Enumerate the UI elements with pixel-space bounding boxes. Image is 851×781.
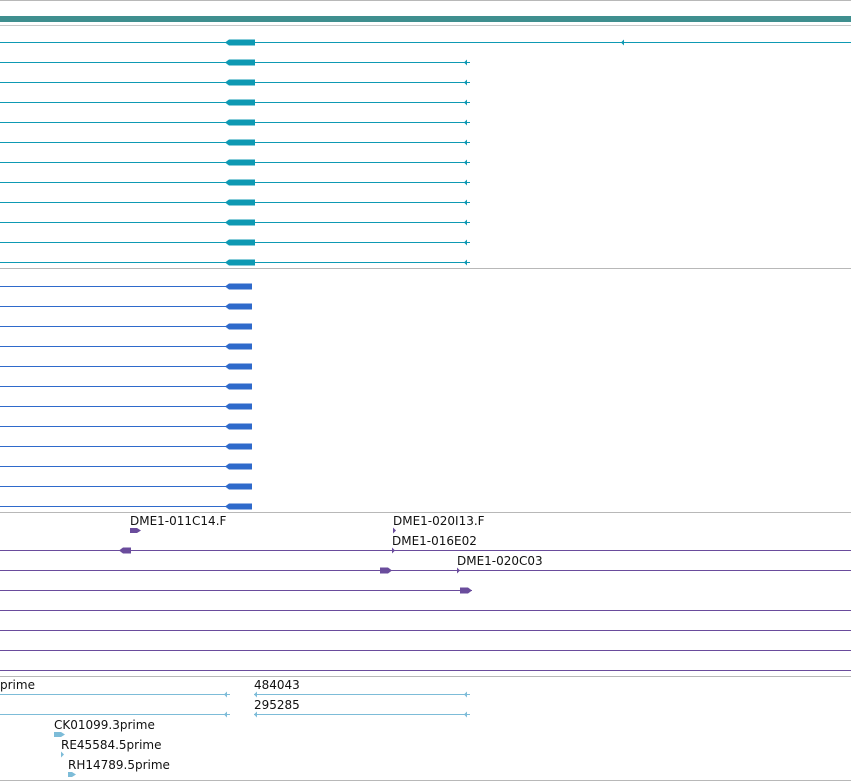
est-arrow	[61, 751, 64, 758]
cds-block	[225, 483, 252, 490]
cds-block	[225, 283, 252, 290]
est-arrow	[224, 691, 227, 698]
est-arrow	[464, 691, 467, 698]
transcript-exon	[225, 59, 255, 66]
clone-marker	[393, 527, 396, 534]
transcript-arrow	[464, 159, 467, 166]
transcript-exon	[225, 139, 255, 146]
transcript-arrow	[464, 79, 467, 86]
transcript-arrow	[464, 259, 467, 266]
clone-marker	[130, 528, 141, 533]
cds-block	[225, 343, 252, 350]
transcript-exon	[225, 199, 255, 206]
cds-block	[225, 323, 252, 330]
est-arrow	[254, 711, 257, 718]
gene-model-track	[0, 39, 851, 266]
cds-block	[225, 303, 252, 310]
transcript-arrow	[464, 59, 467, 66]
transcript-arrow	[621, 39, 624, 46]
cds-block	[225, 503, 252, 510]
est-label-re45584[interactable]: RE45584.5prime	[61, 738, 162, 752]
cds-block	[225, 443, 252, 450]
transcript-exon	[225, 79, 255, 86]
transcript-exon	[225, 159, 255, 166]
cds-block	[225, 463, 252, 470]
cds-block	[225, 383, 252, 390]
transcript-arrow	[464, 99, 467, 106]
clone-label-016e02[interactable]: DME1-016E02	[392, 534, 477, 548]
transcript-exon	[225, 219, 255, 226]
est-label-484043[interactable]: 484043	[254, 678, 300, 692]
est-label-prime[interactable]: prime	[0, 678, 35, 692]
transcript-exon	[225, 239, 255, 246]
transcript-arrow	[464, 239, 467, 246]
est-arrow	[254, 691, 257, 698]
clone-block	[380, 567, 392, 574]
est-arrow	[464, 711, 467, 718]
clone-marker	[392, 547, 395, 554]
clone-block	[460, 587, 472, 594]
transcript-arrow	[464, 119, 467, 126]
est-block	[54, 732, 65, 737]
est-arrow	[224, 711, 227, 718]
clone-label-020c03[interactable]: DME1-020C03	[457, 554, 543, 568]
cds-block	[225, 423, 252, 430]
clone-label-020i13[interactable]: DME1-020I13.F	[393, 514, 485, 528]
transcript-exon	[225, 179, 255, 186]
cds-track	[0, 283, 252, 510]
clone-label-011c14[interactable]: DME1-011C14.F	[130, 514, 227, 528]
clone-track	[0, 527, 851, 671]
transcript-arrow	[464, 199, 467, 206]
transcript-arrow	[464, 219, 467, 226]
transcript-exon	[225, 259, 255, 266]
est-block	[68, 772, 76, 777]
overview-bar	[0, 16, 851, 22]
est-label-rh14789[interactable]: RH14789.5prime	[68, 758, 170, 772]
est-label-ck01099[interactable]: CK01099.3prime	[54, 718, 155, 732]
transcript-exon	[225, 99, 255, 106]
clone-marker	[457, 567, 460, 574]
transcript-arrow	[464, 179, 467, 186]
cds-block	[225, 403, 252, 410]
cds-block	[225, 363, 252, 370]
est-label-295285[interactable]: 295285	[254, 698, 300, 712]
est-track	[0, 691, 470, 777]
transcript-arrow	[464, 139, 467, 146]
transcript-exon	[225, 119, 255, 126]
transcript-exon	[225, 39, 255, 46]
clone-block	[119, 547, 131, 554]
